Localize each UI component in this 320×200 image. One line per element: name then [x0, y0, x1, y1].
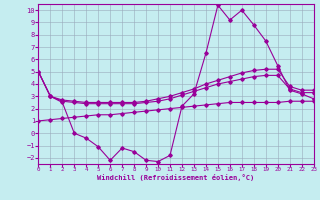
X-axis label: Windchill (Refroidissement éolien,°C): Windchill (Refroidissement éolien,°C)	[97, 174, 255, 181]
